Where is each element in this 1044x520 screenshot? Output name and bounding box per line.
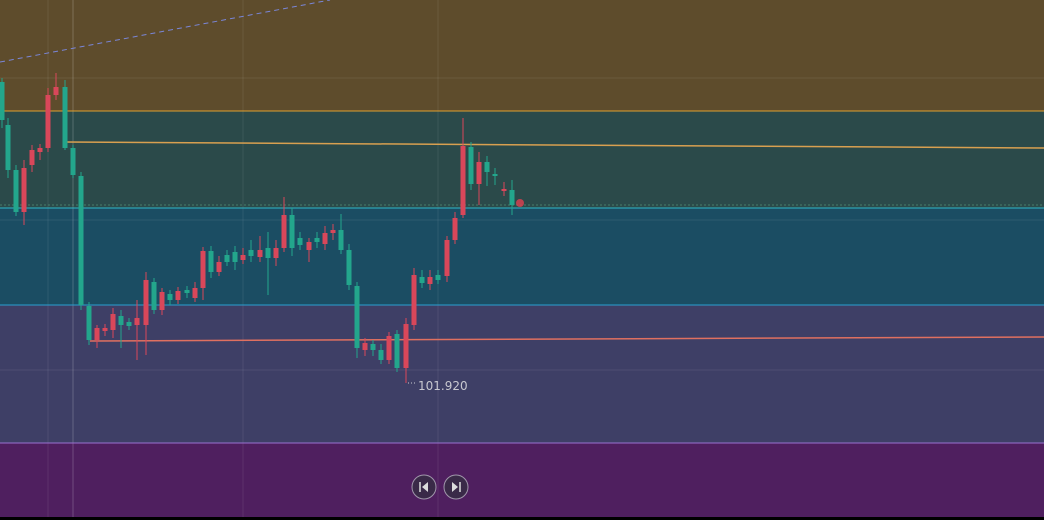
- zone-band: [0, 305, 1044, 443]
- candle-body: [338, 230, 344, 250]
- candles: [0, 73, 515, 383]
- candle-body: [192, 288, 198, 298]
- candle-body: [289, 215, 295, 248]
- candle-body: [102, 328, 108, 331]
- candle-body: [224, 255, 230, 262]
- candle-body: [468, 147, 474, 184]
- candle-body: [444, 240, 450, 276]
- candle-body: [159, 292, 165, 310]
- candle-body: [216, 262, 222, 272]
- candle-body: [386, 336, 392, 360]
- last-price-dot: [516, 199, 524, 207]
- candle-body: [134, 318, 140, 325]
- candle-body: [5, 125, 11, 170]
- candle-body: [240, 255, 246, 260]
- candle-body: [427, 277, 433, 284]
- candle-body: [492, 174, 498, 176]
- candle-body: [200, 251, 206, 288]
- candle-body: [70, 148, 76, 175]
- zone-band: [0, 208, 1044, 305]
- candle-body: [45, 95, 51, 148]
- candle-body: [143, 280, 149, 325]
- icon: [422, 482, 428, 492]
- candle-body: [29, 150, 35, 165]
- bottom-edge: [0, 517, 1044, 520]
- candle-body: [411, 275, 417, 325]
- trend-line: [89, 336, 1044, 342]
- candle-body: [484, 162, 490, 172]
- candle-body: [306, 242, 312, 250]
- candle-body: [394, 334, 400, 368]
- candle-body: [378, 350, 384, 360]
- candle-body: [21, 168, 27, 212]
- icon: [452, 482, 458, 492]
- prev-button[interactable]: [411, 474, 437, 500]
- candle-body: [257, 250, 263, 257]
- candle-body: [403, 324, 409, 368]
- candle-body: [452, 218, 458, 240]
- candle-body: [322, 233, 328, 244]
- candle-body: [297, 238, 303, 245]
- zone-band: [0, 111, 1044, 208]
- candle-body: [110, 314, 116, 330]
- candle-body: [509, 190, 515, 205]
- trend-line: [64, 141, 1044, 149]
- candle-body: [460, 146, 466, 215]
- candle-body: [419, 277, 425, 283]
- candle-body: [78, 176, 84, 305]
- candle-body: [232, 252, 238, 262]
- candle-body: [314, 238, 320, 242]
- candle-body: [354, 286, 360, 348]
- candle-body: [86, 306, 92, 340]
- zone-band: [0, 443, 1044, 517]
- candle-body: [435, 275, 441, 280]
- candle-body: [175, 291, 181, 300]
- next-button[interactable]: [443, 474, 469, 500]
- candle-body: [208, 251, 214, 272]
- candle-body: [346, 250, 352, 285]
- candle-body: [94, 328, 100, 340]
- candle-body: [265, 248, 271, 258]
- candle-body: [0, 82, 5, 120]
- low-price-label: 101.920: [418, 379, 468, 393]
- candle-body: [53, 87, 59, 95]
- trend-line: [0, 0, 331, 63]
- zone-band: [0, 0, 1044, 111]
- candle-body: [37, 148, 43, 152]
- candle-body: [118, 316, 124, 325]
- candle-body: [330, 230, 336, 233]
- candle-body: [126, 322, 132, 326]
- candle-body: [184, 290, 190, 293]
- candle-body: [501, 189, 507, 191]
- candle-body: [370, 344, 376, 350]
- candle-body: [273, 248, 279, 258]
- candle-body: [151, 282, 157, 310]
- candle-body: [13, 170, 19, 212]
- candle-body: [362, 343, 368, 350]
- candle-body: [476, 162, 482, 184]
- candle-body: [167, 294, 173, 300]
- candle-body: [248, 250, 254, 256]
- candle-body: [62, 87, 68, 148]
- candle-body: [281, 215, 287, 248]
